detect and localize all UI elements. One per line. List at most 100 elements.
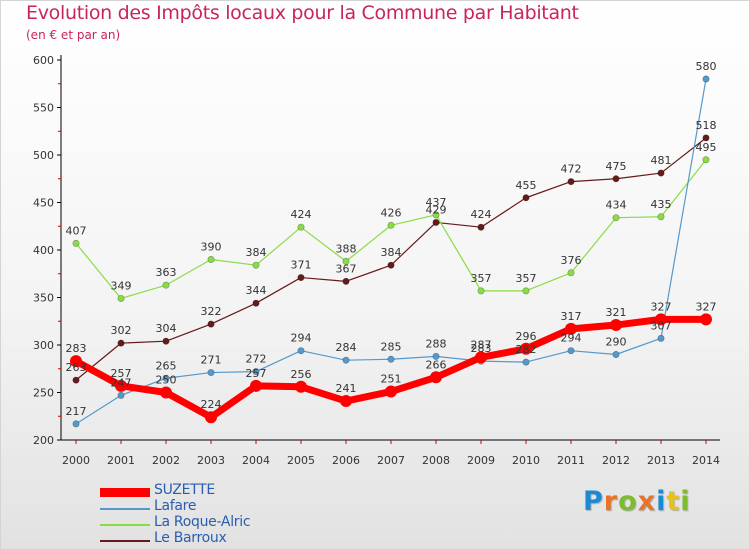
data-point-la-roque-alric[interactable] [702,156,710,164]
data-label-le-barroux: 384 [381,246,402,259]
data-point-suzette[interactable] [610,319,622,332]
data-label-lafare: 290 [606,336,627,349]
data-point-le-barroux[interactable] [522,194,530,202]
data-point-le-barroux[interactable] [477,223,485,231]
data-point-le-barroux[interactable] [297,274,305,282]
data-point-la-roque-alric[interactable] [117,294,125,302]
data-label-le-barroux: 424 [471,208,492,221]
x-tick-label: 2000 [62,454,90,467]
data-label-le-barroux: 472 [561,163,582,176]
data-point-la-roque-alric[interactable] [657,213,665,221]
data-point-suzette[interactable] [475,351,487,364]
data-point-suzette[interactable] [430,371,442,384]
data-label-suzette: 257 [246,367,267,380]
data-point-la-roque-alric[interactable] [432,211,440,219]
data-label-lafare: 271 [201,354,222,367]
series-suzette [70,313,712,424]
data-point-le-barroux[interactable] [657,169,665,177]
y-tick-label: 500 [33,149,54,162]
data-point-suzette[interactable] [250,379,262,392]
data-point-la-roque-alric[interactable] [297,223,305,231]
series-lafare [72,75,710,428]
data-label-suzette: 250 [156,374,177,387]
data-point-le-barroux[interactable] [567,178,575,186]
data-label-la-roque-alric: 435 [651,198,672,211]
data-label-lafare: 288 [426,337,447,350]
data-point-suzette[interactable] [655,313,667,326]
data-point-le-barroux[interactable] [342,277,350,285]
data-point-le-barroux[interactable] [702,134,710,142]
data-point-le-barroux[interactable] [162,337,170,345]
data-point-suzette[interactable] [205,411,217,424]
data-point-lafare[interactable] [252,368,260,376]
data-label-suzette: 241 [336,382,357,395]
data-point-lafare[interactable] [117,391,125,399]
data-point-lafare[interactable] [162,374,170,382]
data-point-le-barroux[interactable] [612,175,620,183]
x-tick-label: 2001 [107,454,135,467]
data-point-lafare[interactable] [207,369,215,377]
data-point-le-barroux[interactable] [387,261,395,269]
data-point-suzette[interactable] [385,385,397,398]
data-point-lafare[interactable] [522,358,530,366]
data-point-le-barroux[interactable] [432,218,440,226]
data-point-la-roque-alric[interactable] [522,287,530,295]
data-point-suzette[interactable] [340,395,352,408]
data-point-la-roque-alric[interactable] [342,257,350,265]
data-point-le-barroux[interactable] [252,299,260,307]
data-point-lafare[interactable] [657,334,665,342]
data-point-la-roque-alric[interactable] [207,255,215,263]
x-tick-label: 2003 [197,454,225,467]
data-label-la-roque-alric: 376 [561,254,582,267]
data-point-le-barroux[interactable] [117,339,125,347]
y-tick-label: 450 [33,197,54,210]
data-point-la-roque-alric[interactable] [567,269,575,277]
data-point-suzette[interactable] [295,380,307,393]
y-tick-label: 200 [33,434,54,447]
data-point-le-barroux[interactable] [72,376,80,384]
data-point-suzette[interactable] [520,342,532,355]
data-point-suzette[interactable] [70,355,82,368]
data-point-lafare[interactable] [297,347,305,355]
data-point-lafare[interactable] [432,352,440,360]
legend-label-lafare: Lafare [154,498,197,514]
data-point-lafare[interactable] [702,75,710,83]
data-point-la-roque-alric[interactable] [477,287,485,295]
data-point-lafare[interactable] [387,355,395,363]
data-label-suzette: 257 [111,367,132,380]
data-label-le-barroux: 344 [246,284,267,297]
y-tick-label: 250 [33,387,54,400]
data-point-lafare[interactable] [612,350,620,358]
y-tick-label: 600 [33,54,54,67]
data-point-suzette[interactable] [115,379,127,392]
data-label-lafare: 282 [516,343,537,356]
x-tick-label: 2002 [152,454,180,467]
legend-swatch-la-roque-alric [100,524,150,526]
data-label-suzette: 287 [471,338,492,351]
data-point-la-roque-alric[interactable] [72,239,80,247]
data-label-suzette: 266 [426,358,447,371]
data-point-lafare[interactable] [342,356,350,364]
data-point-la-roque-alric[interactable] [612,214,620,222]
data-label-la-roque-alric: 388 [336,242,357,255]
data-point-lafare[interactable] [72,420,80,428]
data-point-lafare[interactable] [567,347,575,355]
data-point-la-roque-alric[interactable] [252,261,260,269]
data-label-lafare: 217 [66,405,87,418]
axes: 200 250 300 350 400 450 500 550 600 2000 2001 2002 2… [33,54,720,467]
x-tick-label: 2008 [422,454,450,467]
data-label-suzette: 317 [561,310,582,323]
data-point-suzette[interactable] [160,386,172,399]
data-point-suzette[interactable] [565,322,577,335]
data-point-le-barroux[interactable] [207,320,215,328]
data-point-la-roque-alric[interactable] [162,281,170,289]
data-point-suzette[interactable] [700,313,712,326]
data-label-le-barroux: 371 [291,259,312,272]
data-point-la-roque-alric[interactable] [387,221,395,229]
data-label-lafare: 285 [381,340,402,353]
data-label-le-barroux: 429 [426,203,447,216]
data-label-la-roque-alric: 424 [291,208,312,221]
legend-label-suzette: SUZETTE [154,482,215,498]
data-label-la-roque-alric: 407 [66,224,87,237]
